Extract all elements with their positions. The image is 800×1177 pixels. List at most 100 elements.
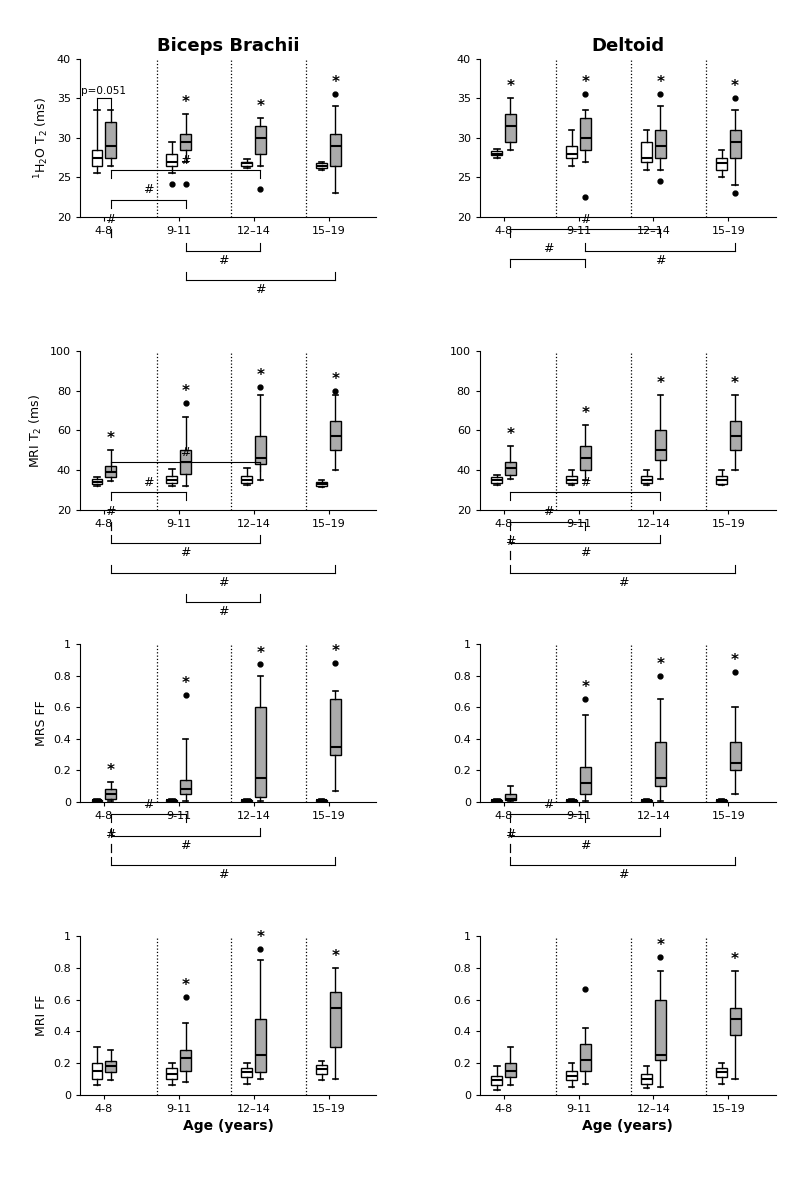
PathPatch shape	[641, 476, 652, 483]
PathPatch shape	[491, 152, 502, 155]
PathPatch shape	[491, 799, 502, 802]
Text: *: *	[106, 431, 114, 446]
Text: *: *	[656, 75, 664, 91]
Text: *: *	[106, 763, 114, 778]
PathPatch shape	[716, 476, 727, 484]
Text: p=0.051: p=0.051	[82, 86, 126, 97]
Text: *: *	[656, 938, 664, 953]
PathPatch shape	[655, 999, 666, 1059]
Text: #: #	[218, 869, 228, 882]
Text: *: *	[731, 79, 739, 94]
PathPatch shape	[316, 799, 327, 802]
Text: *: *	[656, 657, 664, 672]
Text: *: *	[656, 375, 664, 391]
PathPatch shape	[242, 799, 252, 802]
PathPatch shape	[180, 780, 191, 794]
Text: #: #	[180, 154, 190, 167]
PathPatch shape	[580, 767, 591, 794]
PathPatch shape	[491, 477, 502, 483]
Text: #: #	[580, 546, 590, 559]
Text: *: *	[331, 949, 339, 964]
PathPatch shape	[91, 149, 102, 166]
PathPatch shape	[730, 420, 741, 451]
PathPatch shape	[655, 129, 666, 158]
Text: #: #	[218, 605, 228, 618]
Text: *: *	[506, 79, 514, 94]
Text: #: #	[655, 254, 666, 267]
PathPatch shape	[180, 451, 191, 474]
PathPatch shape	[330, 992, 341, 1048]
PathPatch shape	[316, 481, 327, 486]
PathPatch shape	[580, 1044, 591, 1071]
Text: #: #	[106, 213, 116, 226]
Text: *: *	[582, 406, 590, 420]
Text: #: #	[542, 505, 553, 518]
Text: #: #	[143, 184, 154, 197]
PathPatch shape	[255, 707, 266, 797]
PathPatch shape	[166, 799, 178, 802]
Text: #: #	[542, 242, 553, 255]
PathPatch shape	[566, 799, 577, 802]
PathPatch shape	[255, 1019, 266, 1072]
Text: *: *	[257, 930, 265, 945]
PathPatch shape	[716, 799, 727, 802]
PathPatch shape	[566, 1071, 577, 1080]
Text: #: #	[180, 546, 190, 559]
PathPatch shape	[730, 1008, 741, 1035]
Text: *: *	[582, 75, 590, 91]
PathPatch shape	[330, 134, 341, 166]
PathPatch shape	[566, 476, 577, 483]
PathPatch shape	[242, 161, 252, 166]
PathPatch shape	[166, 154, 178, 166]
Text: *: *	[506, 427, 514, 443]
PathPatch shape	[580, 118, 591, 149]
Text: #: #	[143, 476, 154, 488]
Y-axis label: MRI FF: MRI FF	[34, 995, 48, 1036]
PathPatch shape	[105, 1062, 116, 1072]
PathPatch shape	[316, 1064, 327, 1075]
PathPatch shape	[505, 794, 516, 800]
Text: #: #	[580, 213, 590, 226]
PathPatch shape	[255, 126, 266, 154]
Text: *: *	[731, 375, 739, 391]
PathPatch shape	[105, 790, 116, 799]
Text: *: *	[731, 952, 739, 967]
Text: #: #	[618, 869, 628, 882]
PathPatch shape	[716, 158, 727, 169]
PathPatch shape	[730, 742, 741, 771]
X-axis label: Age (years): Age (years)	[582, 1119, 674, 1133]
PathPatch shape	[166, 1068, 178, 1079]
PathPatch shape	[505, 114, 516, 142]
Text: *: *	[257, 368, 265, 383]
Text: #: #	[106, 505, 116, 518]
Text: #: #	[106, 827, 116, 840]
PathPatch shape	[505, 1063, 516, 1077]
Text: #: #	[218, 576, 228, 588]
Text: *: *	[182, 95, 190, 111]
PathPatch shape	[91, 799, 102, 802]
PathPatch shape	[91, 1063, 102, 1079]
PathPatch shape	[242, 1068, 252, 1077]
PathPatch shape	[105, 466, 116, 477]
Text: *: *	[182, 676, 190, 691]
PathPatch shape	[491, 1076, 502, 1085]
PathPatch shape	[566, 146, 577, 158]
PathPatch shape	[330, 420, 341, 451]
Text: *: *	[731, 653, 739, 669]
Title: Biceps Brachii: Biceps Brachii	[157, 36, 299, 54]
Text: #: #	[218, 254, 228, 267]
Text: #: #	[180, 446, 190, 459]
Text: #: #	[618, 576, 628, 588]
Y-axis label: $^1$H$_2$O T$_2$ (ms): $^1$H$_2$O T$_2$ (ms)	[33, 97, 51, 179]
PathPatch shape	[316, 164, 327, 168]
PathPatch shape	[105, 122, 116, 158]
Text: #: #	[542, 798, 553, 811]
PathPatch shape	[641, 1075, 652, 1084]
Text: *: *	[257, 645, 265, 660]
Text: *: *	[331, 644, 339, 659]
Text: #: #	[506, 827, 516, 840]
PathPatch shape	[641, 799, 652, 802]
PathPatch shape	[655, 742, 666, 786]
Text: #: #	[180, 839, 190, 852]
PathPatch shape	[180, 134, 191, 149]
